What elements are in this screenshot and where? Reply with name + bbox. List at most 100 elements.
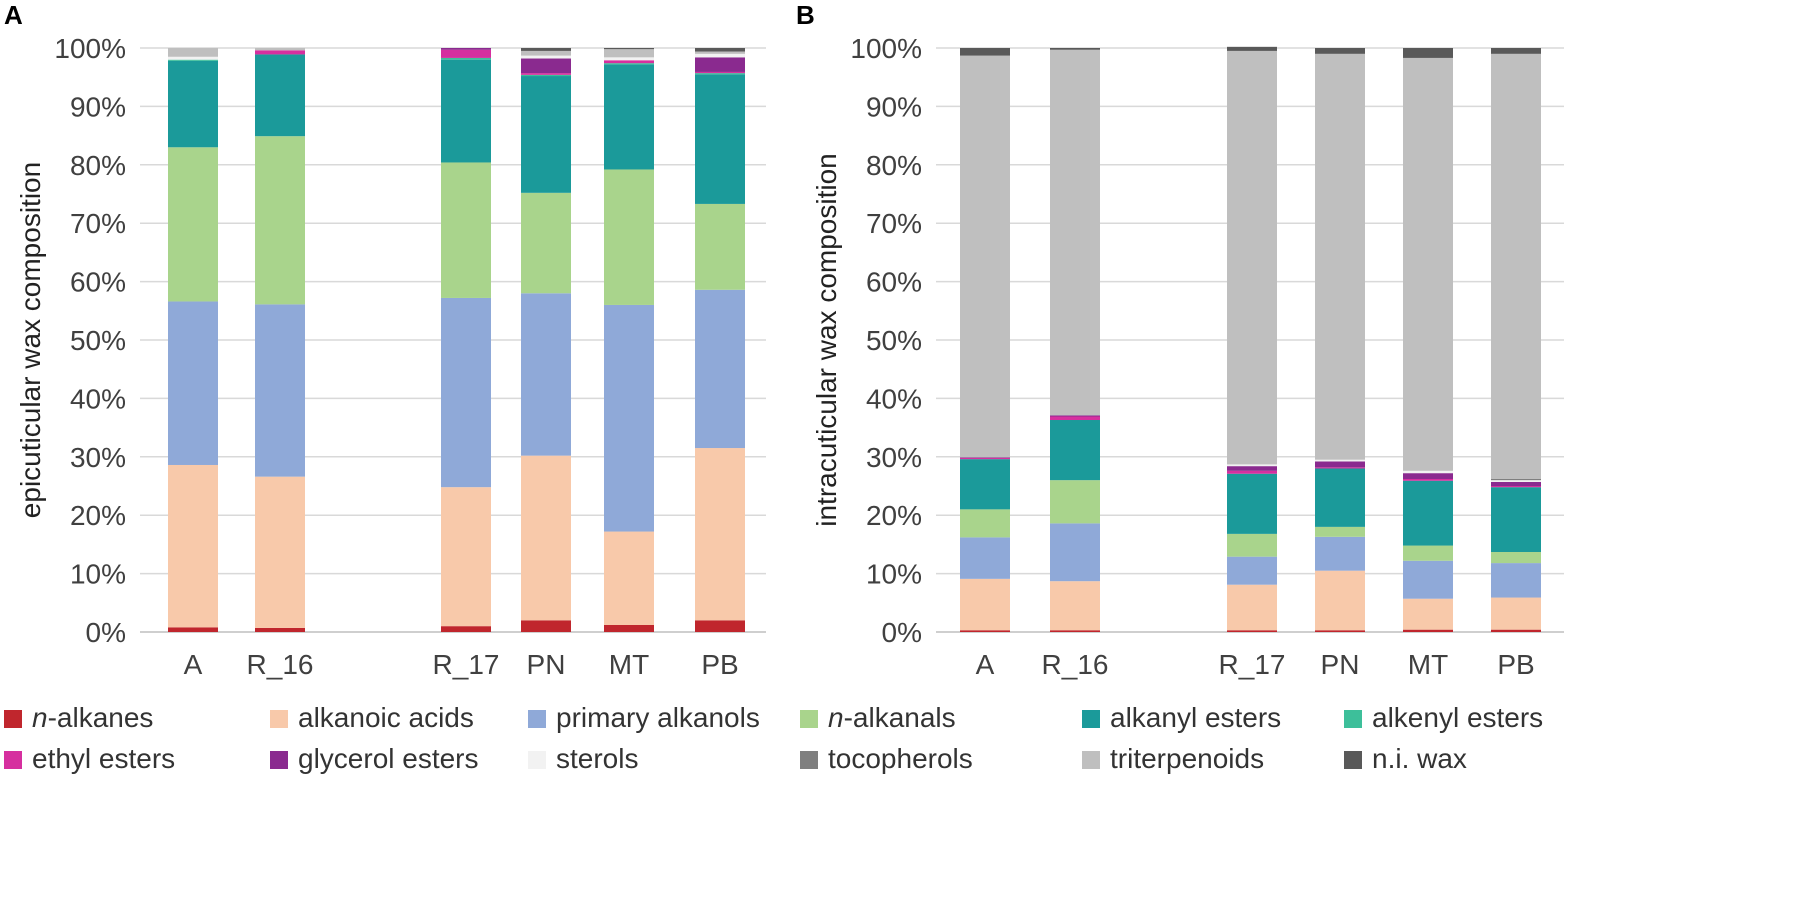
bar-segment-ethyl-esters (255, 50, 305, 55)
y-tick-label: 70% (70, 208, 126, 239)
y-tick-label: 100% (850, 33, 922, 64)
legend-swatch (1082, 751, 1100, 769)
x-tick-label: PN (1321, 649, 1360, 680)
y-tick-label: 30% (866, 442, 922, 473)
bar-segment-alkanyl-esters (521, 76, 571, 193)
bar-segment-glycerol-esters (960, 457, 1010, 458)
bar-segment-ethyl-esters (1403, 478, 1453, 481)
y-tick-label: 50% (866, 325, 922, 356)
bar-segment-triterpenoids (604, 49, 654, 58)
bar-segment-ni-wax (1403, 48, 1453, 58)
bar-segment-glycerol-esters (1491, 481, 1541, 486)
bar-segment-alkanoic-acids (695, 448, 745, 621)
bar-segment-triterpenoids (1050, 49, 1100, 416)
bar-segment-alkanyl-esters (441, 59, 491, 163)
legend-label: alkenyl esters (1372, 702, 1543, 733)
bar-segment-n-alkanals (521, 192, 571, 294)
bar-segment-n-alkanes (1227, 630, 1277, 632)
bar-segment-alkanoic-acids (255, 476, 305, 628)
y-tick-label: 30% (70, 442, 126, 473)
legend-label: triterpenoids (1110, 743, 1264, 774)
bar-segment-primary-alkanols (168, 301, 218, 465)
bar-segment-primary-alkanols (695, 289, 745, 449)
bar-segment-primary-alkanols (1227, 556, 1277, 585)
bar-stack-mt (604, 48, 654, 632)
bar-segment-triterpenoids (960, 55, 1010, 458)
bar-segment-n-alkanes (168, 627, 218, 632)
panel-a: A 0% 10% 20% 30% 40% 50% 60% 70% 80% 90% 100% epicu… (4, 0, 766, 680)
y-tick-label: 0% (86, 617, 126, 648)
y-tick-label: 60% (70, 267, 126, 298)
bar-segment-alkenyl-esters (521, 74, 571, 77)
legend-swatch (800, 710, 818, 728)
bar-segment-ni-wax (1227, 46, 1277, 51)
bar-segment-ni-wax (521, 48, 571, 51)
bar-segment-n-alkanes (1050, 630, 1100, 632)
bar-segment-glycerol-esters (1050, 415, 1100, 417)
bar-segment-alkenyl-esters (604, 63, 654, 65)
bar-segment-ethyl-esters (1491, 486, 1541, 488)
x-tick-label: MT (1408, 649, 1448, 680)
bar-stack-pn (1315, 48, 1365, 632)
y-tick-label: 10% (70, 559, 126, 590)
bar-stack-a (960, 48, 1010, 632)
bar-segment-primary-alkanols (1050, 523, 1100, 582)
bar-segment-n-alkanals (168, 147, 218, 302)
legend-swatch (528, 710, 546, 728)
y-tick-label: 50% (70, 325, 126, 356)
bar-segment-primary-alkanols (255, 304, 305, 477)
y-tick-label: 40% (866, 383, 922, 414)
bar-segment-triterpenoids (168, 48, 218, 57)
bar-stack-pb (695, 48, 745, 632)
y-tick-label: 90% (70, 91, 126, 122)
bar-segment-n-alkanes (1403, 629, 1453, 632)
legend-item-triterpenoids: triterpenoids (1082, 743, 1264, 774)
bar-stack-r-16 (255, 48, 305, 632)
bar-segment-alkanyl-esters (1050, 420, 1100, 481)
bar-segment-sterols (695, 53, 745, 58)
bar-segment-alkanoic-acids (168, 464, 218, 628)
legend-label: alkanyl esters (1110, 702, 1281, 733)
bar-segment-alkanyl-esters (1403, 480, 1453, 546)
bar-segment-alkanyl-esters (1315, 468, 1365, 527)
bar-segment-alkanoic-acids (1050, 581, 1100, 631)
bar-segment-sterols (1227, 464, 1277, 467)
bar-segment-n-alkanals (1227, 533, 1277, 557)
legend-item-n-alkanes: n-alkanes (4, 702, 153, 733)
bar-segment-alkanyl-esters (960, 459, 1010, 510)
bar-segment-n-alkanals (441, 162, 491, 298)
legend-label: alkanoic acids (298, 702, 474, 733)
bar-segment-ethyl-esters (521, 73, 571, 75)
bar-segment-primary-alkanols (1315, 536, 1365, 571)
bar-stack-pb (1491, 48, 1541, 632)
bar-stack-r-16 (1050, 48, 1100, 632)
legend-item-ethyl-esters: ethyl esters (4, 743, 175, 774)
legend-item-primary-alkanols: primary alkanols (528, 702, 760, 733)
legend-swatch (270, 751, 288, 769)
bar-segment-tocopherols (1491, 478, 1541, 481)
bar-segment-alkanyl-esters (1227, 473, 1277, 534)
bar-segment-alkanoic-acids (521, 455, 571, 621)
bar-segment-alkanyl-esters (695, 74, 745, 204)
bar-segment-glycerol-esters (1315, 461, 1365, 468)
legend-item-ni-wax: n.i. wax (1344, 743, 1467, 774)
y-tick-label: 80% (70, 150, 126, 181)
bar-segment-alkanyl-esters (604, 64, 654, 170)
x-tick-label: PB (1497, 649, 1534, 680)
panel-letter-a: A (4, 0, 23, 30)
legend: n-alkanes alkanoic acids primary alkanols n… (4, 702, 1543, 774)
bar-segment-triterpenoids (1315, 53, 1365, 460)
y-tick-label: 40% (70, 383, 126, 414)
bar-segment-n-alkanes (255, 627, 305, 632)
legend-item-alkanoic-acids: alkanoic acids (270, 702, 474, 733)
legend-label: glycerol esters (298, 743, 479, 774)
y-tick-label: 70% (866, 208, 922, 239)
legend-label: tocopherols (828, 743, 973, 774)
bar-segment-n-alkanals (960, 509, 1010, 538)
legend-swatch (4, 710, 22, 728)
bar-segment-n-alkanes (604, 624, 654, 632)
x-tick-label: PB (701, 649, 738, 680)
legend-item-sterols: sterols (528, 743, 638, 774)
bar-segment-ethyl-esters (441, 49, 491, 58)
